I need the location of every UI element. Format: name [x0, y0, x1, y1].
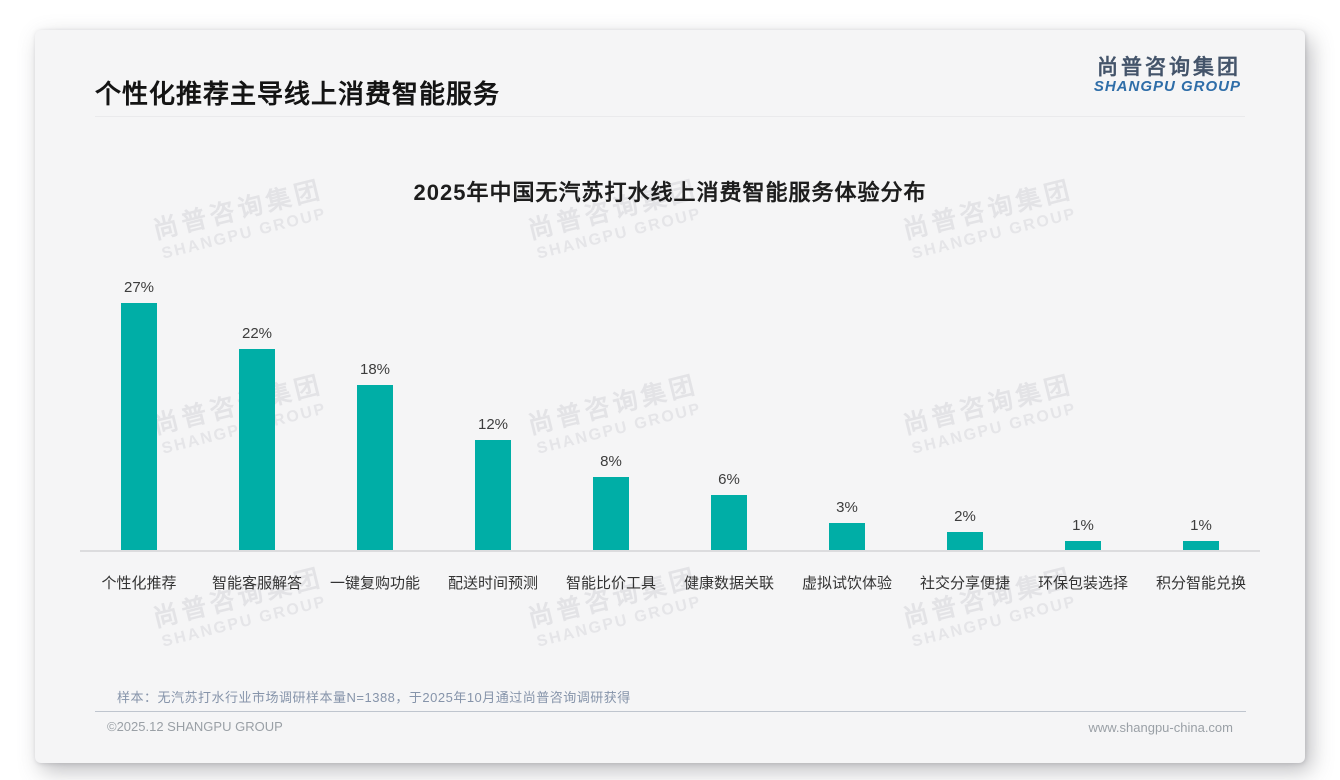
bar-column: 27% — [80, 275, 198, 550]
category-label: 环保包装选择 — [1037, 575, 1128, 592]
sample-source-note: 样本：无汽苏打水行业市场调研样本量N=1388，于2025年10月通过尚普咨询调… — [117, 690, 631, 705]
category-label: 健康数据关联 — [683, 575, 774, 592]
bar-column: 22% — [198, 275, 316, 550]
report-slide-card: 尚普咨询集团 SHANGPU GROUP 尚普咨询集团 SHANGPU GROUP 尚普… — [35, 30, 1305, 763]
bar-column: 1% — [1142, 275, 1260, 550]
bar-value-label: 1% — [1072, 517, 1094, 534]
website-url: www.shangpu-china.com — [1088, 720, 1233, 735]
bar-chart-category-axis: 个性化推荐 智能客服解答 一键复购功能 配送时间预测 智能比价工具 健康数据关联 虚拟试饮体… — [80, 572, 1260, 593]
company-logo-chinese: 尚普咨询集团 — [1097, 56, 1241, 79]
bar-value-label: 1% — [1190, 517, 1212, 534]
bar — [357, 385, 393, 550]
watermark-english: SHANGPU GROUP — [535, 205, 704, 263]
company-logo: 尚普咨询集团 SHANGPU GROUP — [1094, 56, 1241, 96]
bar-value-label: 6% — [718, 471, 740, 488]
bar-value-label: 3% — [836, 499, 858, 516]
watermark-chinese: 尚普咨询集团 — [900, 563, 1077, 633]
bar-column: 12% — [434, 275, 552, 550]
category-label: 虚拟试饮体验 — [801, 575, 892, 592]
category-label: 积分智能兑换 — [1155, 575, 1246, 592]
footer-divider — [95, 711, 1246, 712]
category-label: 一键复购功能 — [329, 575, 420, 592]
category-label: 智能客服解答 — [211, 575, 302, 592]
watermark-chinese: 尚普咨询集团 — [150, 563, 327, 633]
bar — [947, 532, 983, 550]
watermark-english: SHANGPU GROUP — [160, 593, 329, 651]
bar-column: 2% — [906, 275, 1024, 550]
bar-value-label: 8% — [600, 453, 622, 470]
category-label: 智能比价工具 — [565, 575, 656, 592]
bar — [593, 477, 629, 550]
bar-column: 6% — [670, 275, 788, 550]
bar-value-label: 12% — [477, 416, 509, 433]
bar — [475, 440, 511, 550]
category-label: 个性化推荐 — [101, 575, 177, 592]
watermark-english: SHANGPU GROUP — [160, 205, 329, 263]
header-divider — [95, 116, 1245, 117]
chart-title: 2025年中国无汽苏打水线上消费智能服务体验分布 — [413, 180, 927, 205]
bar-column: 18% — [316, 275, 434, 550]
bar-value-label: 2% — [954, 508, 976, 525]
category-label: 配送时间预测 — [447, 575, 538, 592]
copyright-text: ©2025.12 SHANGPU GROUP — [107, 719, 283, 734]
watermark-english: SHANGPU GROUP — [535, 593, 704, 651]
bar — [1065, 541, 1101, 550]
bar-value-label: 27% — [123, 279, 155, 296]
bar-value-label: 18% — [359, 361, 391, 378]
watermark-english: SHANGPU GROUP — [910, 593, 1079, 651]
bar-column: 1% — [1024, 275, 1142, 550]
bar-column: 8% — [552, 275, 670, 550]
bar-chart-plot-area: 27% 22% 18% 12% 8% 6% 3% 2% 1% 1% — [80, 275, 1260, 552]
bar — [711, 495, 747, 550]
bar — [1183, 541, 1219, 550]
watermark-chinese: 尚普咨询集团 — [525, 563, 702, 633]
category-label: 社交分享便捷 — [919, 575, 1010, 592]
bar-column: 3% — [788, 275, 906, 550]
bar-value-label: 22% — [241, 325, 273, 342]
watermark-english: SHANGPU GROUP — [910, 205, 1079, 263]
bar — [121, 303, 157, 550]
company-logo-english: SHANGPU GROUP — [1093, 78, 1241, 96]
bar — [239, 349, 275, 550]
bar — [829, 523, 865, 550]
page-title: 个性化推荐主导线上消费智能服务 — [95, 79, 501, 109]
